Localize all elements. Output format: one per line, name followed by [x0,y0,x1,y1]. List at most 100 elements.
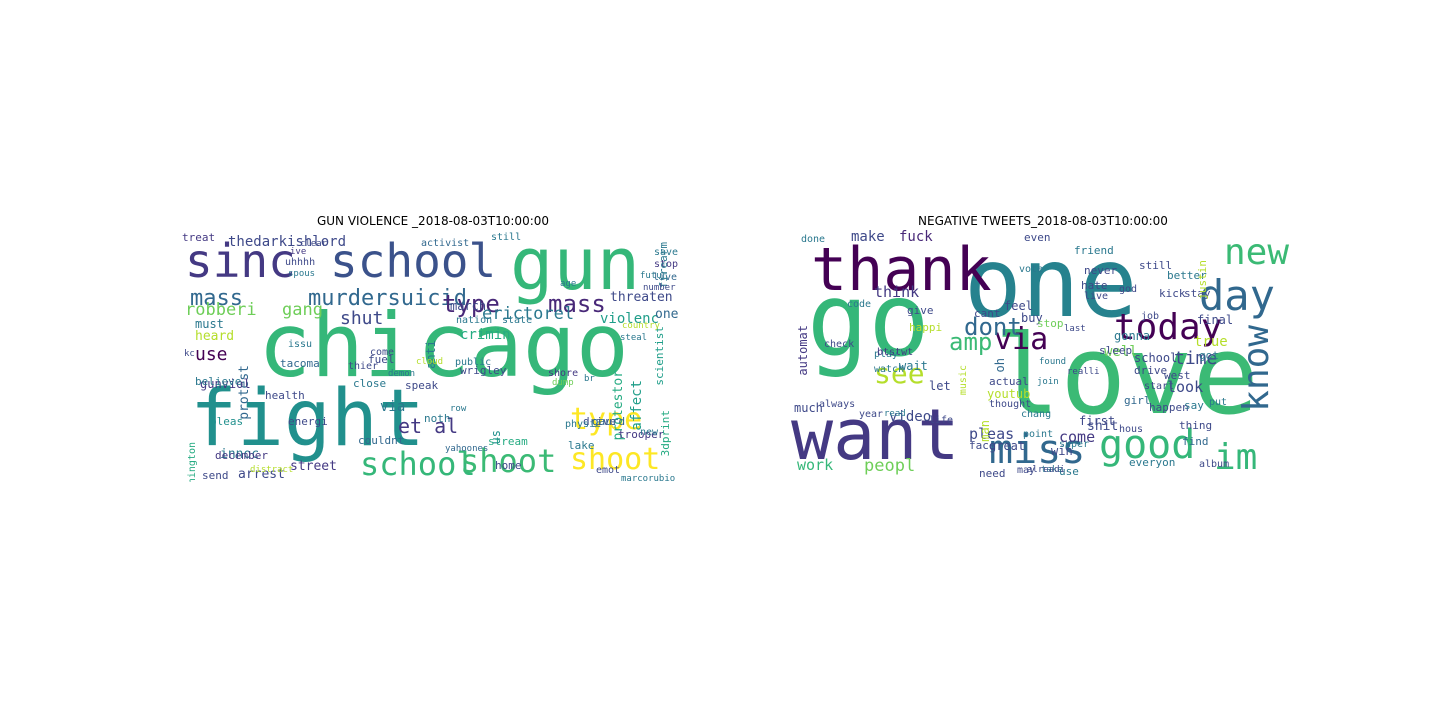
word-youtub: youtub [987,387,1031,401]
word-final: final [1197,313,1234,327]
word-today: today [1114,307,1223,348]
word-album: album [1199,459,1230,470]
word-even: even [1024,231,1051,244]
word-sleep: sleep [1099,344,1133,357]
word-trooper: trooper [618,428,665,441]
word-firearm: firearm [657,242,670,289]
word-number: number [643,283,676,293]
word-kick: kick [1159,287,1186,300]
word-pleas: pleas [210,415,244,428]
word-drive: drive [583,415,617,428]
word-stop: stop [1037,317,1064,330]
word-thier: thier [348,361,379,372]
word-go: go [807,261,930,380]
word-stop: stop [654,259,679,270]
word-kc: kc [184,349,195,359]
word-need: need [979,467,1006,480]
word-see: see [874,357,925,390]
word-washington: washington [187,442,198,482]
word-alreadi: alreadi [1027,465,1065,475]
word-hous: hous [1119,424,1144,435]
word-home: home [495,459,522,472]
word-im: im [1214,437,1258,478]
word-take: take [1041,465,1063,475]
word-couldnt: couldnt [358,434,405,447]
word-protest: protest [237,365,252,420]
word-dump: dump [552,378,574,388]
word-time: time [1174,348,1218,369]
word-super: super [1059,439,1090,450]
word-futur: futur [640,271,668,281]
word-video: video [889,409,932,425]
word-love: love [994,311,1259,439]
word-march: march [450,299,487,313]
word-school: school [1134,351,1178,365]
word-gang: gang [282,300,323,320]
word-save: save [654,247,679,258]
word-good: good [1099,422,1196,468]
word-gunviol: gunviol [200,377,251,391]
word-erictorel: erictorel [482,304,575,324]
word-look: look [1167,378,1204,396]
word-come: come [370,347,395,358]
word-live: live [1084,291,1109,302]
word-code: code [847,299,872,310]
word-use: use [1059,465,1079,478]
word-new: new [640,427,659,438]
word-tacoma: tacoma [280,357,320,370]
word-god: god [1119,284,1138,295]
word-us: us [489,430,503,445]
word-state: state [502,315,533,326]
word-gun: gun [510,230,641,306]
word-wrigley: wrigley [460,364,507,377]
word-fuel: fuel [368,353,395,366]
word-still: still [1139,259,1173,272]
word-nation: nation [456,315,493,326]
word-day: day [1199,271,1275,320]
word-let: let [929,379,951,393]
word-ive: ive [290,247,307,257]
word-hate: hate [1081,279,1108,292]
word-know: know [1236,325,1277,412]
word-come: come [1059,428,1096,446]
word-read: read [884,409,906,419]
word-age: age [560,279,577,289]
word-country: country [622,321,660,331]
word-join: join [1037,377,1059,387]
word-school: school [360,445,476,482]
word-distract: distract [250,465,294,475]
word-one: one [655,307,679,322]
word-via: via [380,399,406,415]
word-lake: lake [568,439,595,452]
word-thedarkishlord: thedarkishlord [228,234,347,250]
word-chicago: chicago [258,294,629,397]
word-never: never [1084,264,1118,277]
word-emot: emot [596,465,621,476]
word-type: type [442,290,500,318]
word-fight: fight [190,374,425,464]
word-life: life [929,415,954,426]
chart-title-right: NEGATIVE TWEETS_2018-08-03T10:00:00 [918,214,1168,228]
word-treat: treat [182,231,216,244]
word-cloud: cloud [416,357,444,367]
word-stay: stay [1184,287,1211,300]
word-oh: oh [993,358,1007,373]
word-demon: demon [388,369,416,379]
chart-title-left: GUN VIOLENCE _2018-08-03T10:00:00 [316,214,550,228]
word-great: great [989,439,1026,453]
word-miss: miss [989,427,1086,473]
word-steal: steal [620,333,648,343]
word-last: last [1064,324,1086,334]
wordcloud-left: chicago fight gun sinc school school shoot type… [180,230,688,482]
word-shoot: shoot [460,442,557,480]
word-physic: physic [565,419,602,430]
word-spous: spous [288,269,316,279]
word-yahoones: yahoones [445,444,489,454]
word-win: win [1051,444,1073,458]
word-street: street [290,459,337,474]
word-gaurd: gaurd [592,415,626,428]
word-face: face [969,439,996,452]
word-marcorubio: marcorubio [621,474,676,483]
word-arrest: arrest [238,467,285,482]
word-dont: dont [964,313,1022,341]
